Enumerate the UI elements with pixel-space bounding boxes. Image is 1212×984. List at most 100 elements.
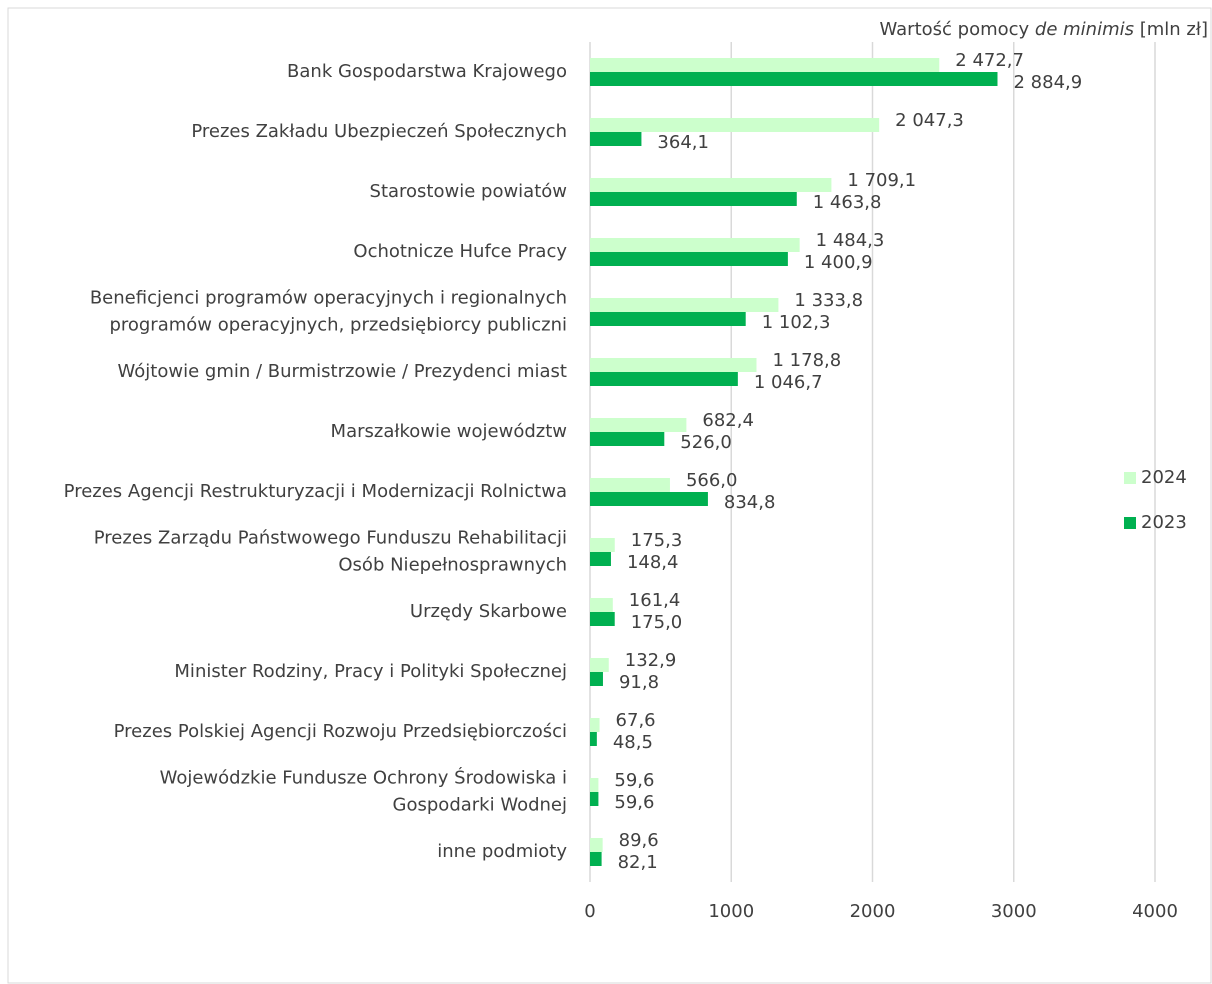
bar bbox=[590, 672, 603, 686]
bar bbox=[590, 372, 738, 386]
y-tick-label: Prezes Agencji Restrukturyzacji i Modern… bbox=[64, 481, 567, 502]
bar bbox=[590, 132, 642, 146]
y-tick-label-line: Urzędy Skarbowe bbox=[410, 601, 567, 622]
bar bbox=[590, 312, 746, 326]
bar bbox=[590, 478, 670, 492]
data-label: 2 884,9 bbox=[1013, 72, 1082, 93]
y-tick-label-line: Ochotnicze Hufce Pracy bbox=[353, 241, 567, 262]
y-tick-label: Wójtowie gmin / Burmistrzowie / Prezyden… bbox=[118, 361, 567, 382]
y-tick-label-line: Minister Rodziny, Pracy i Polityki Społe… bbox=[174, 661, 567, 682]
bar bbox=[590, 778, 599, 792]
y-tick-label-line: programów operacyjnych, przedsiębiorcy p… bbox=[109, 315, 567, 336]
y-tick-label-line: Wójtowie gmin / Burmistrzowie / Prezyden… bbox=[118, 361, 567, 382]
data-label: 91,8 bbox=[619, 672, 659, 693]
y-tick-label: Wojewódzkie Fundusze Ochrony Środowiska … bbox=[160, 767, 567, 816]
bar bbox=[590, 732, 597, 746]
bar bbox=[590, 492, 708, 506]
bar bbox=[590, 192, 797, 206]
bar bbox=[590, 838, 603, 852]
data-label: 89,6 bbox=[619, 830, 659, 851]
data-label: 161,4 bbox=[629, 590, 681, 611]
x-tick-label: 0 bbox=[584, 901, 595, 922]
data-label: 59,6 bbox=[614, 792, 654, 813]
bar bbox=[590, 118, 880, 132]
data-label: 566,0 bbox=[686, 470, 738, 491]
data-label: 1 400,9 bbox=[804, 252, 873, 273]
y-tick-label-line: Wojewódzkie Fundusze Ochrony Środowiska … bbox=[160, 767, 567, 789]
data-label: 2 472,7 bbox=[955, 50, 1024, 71]
bar bbox=[590, 298, 779, 312]
axis-label-part: Wartość pomocy bbox=[880, 19, 1035, 40]
y-tick-label: Marszałkowie województw bbox=[331, 421, 567, 442]
y-tick-label: Minister Rodziny, Pracy i Polityki Społe… bbox=[174, 661, 567, 682]
bar bbox=[590, 432, 665, 446]
bar bbox=[590, 598, 613, 612]
y-tick-label: Bank Gospodarstwa Krajowego bbox=[287, 61, 567, 82]
x-tick-label: 3000 bbox=[991, 901, 1037, 922]
data-label: 682,4 bbox=[702, 410, 754, 431]
data-label: 1 463,8 bbox=[813, 192, 882, 213]
y-tick-label-line: Starostowie powiatów bbox=[370, 181, 567, 202]
y-tick-label-line: Prezes Zarządu Państwowego Funduszu Reha… bbox=[94, 528, 567, 549]
y-tick-label: Prezes Zakładu Ubezpieczeń Społecznych bbox=[191, 121, 567, 142]
bar bbox=[590, 72, 998, 86]
bar bbox=[590, 58, 940, 72]
bar bbox=[590, 612, 615, 626]
data-label: 1 709,1 bbox=[847, 170, 916, 191]
legend-label: 2023 bbox=[1141, 512, 1187, 533]
bar bbox=[590, 178, 832, 192]
data-label: 59,6 bbox=[614, 770, 654, 791]
legend-swatch bbox=[1124, 472, 1136, 484]
y-tick-label-line: Gospodarki Wodnej bbox=[393, 795, 567, 816]
y-tick-label-line: Prezes Agencji Restrukturyzacji i Modern… bbox=[64, 481, 567, 502]
x-tick-label: 2000 bbox=[850, 901, 896, 922]
data-label: 2 047,3 bbox=[895, 110, 964, 131]
y-tick-label-line: Beneficjenci programów operacyjnych i re… bbox=[90, 288, 567, 309]
y-tick-label: Ochotnicze Hufce Pracy bbox=[353, 241, 567, 262]
bar bbox=[590, 718, 600, 732]
legend-label: 2024 bbox=[1141, 467, 1187, 488]
y-tick-label-line: Osób Niepełnosprawnych bbox=[338, 555, 567, 576]
y-tick-label-line: Prezes Zakładu Ubezpieczeń Społecznych bbox=[191, 121, 567, 142]
y-tick-label-line: Prezes Polskiej Agencji Rozwoju Przedsię… bbox=[114, 721, 567, 742]
y-tick-label-line: Bank Gospodarstwa Krajowego bbox=[287, 61, 567, 82]
axis-label: Wartość pomocy de minimis [mln zł] bbox=[880, 19, 1209, 40]
bar bbox=[590, 658, 609, 672]
data-label: 82,1 bbox=[618, 852, 658, 873]
data-label: 834,8 bbox=[724, 492, 776, 513]
x-tick-label: 1000 bbox=[708, 901, 754, 922]
data-label: 364,1 bbox=[657, 132, 709, 153]
y-tick-label: Prezes Polskiej Agencji Rozwoju Przedsię… bbox=[114, 721, 567, 742]
data-label: 1 102,3 bbox=[762, 312, 831, 333]
data-label: 175,0 bbox=[631, 612, 683, 633]
data-label: 48,5 bbox=[613, 732, 653, 753]
bar bbox=[590, 792, 599, 806]
bar bbox=[590, 252, 788, 266]
y-tick-label: Prezes Zarządu Państwowego Funduszu Reha… bbox=[94, 528, 567, 576]
y-tick-label-line: inne podmioty bbox=[437, 841, 567, 862]
bar bbox=[590, 852, 602, 866]
y-tick-label: Beneficjenci programów operacyjnych i re… bbox=[90, 288, 567, 336]
y-tick-label: Urzędy Skarbowe bbox=[410, 601, 567, 622]
data-label: 526,0 bbox=[680, 432, 732, 453]
data-label: 1 046,7 bbox=[754, 372, 823, 393]
data-label: 1 333,8 bbox=[794, 290, 863, 311]
data-label: 175,3 bbox=[631, 530, 683, 551]
bar bbox=[590, 358, 757, 372]
bar bbox=[590, 552, 611, 566]
data-label: 148,4 bbox=[627, 552, 679, 573]
data-label: 67,6 bbox=[616, 710, 656, 731]
bar bbox=[590, 418, 687, 432]
bar bbox=[590, 238, 800, 252]
bar bbox=[590, 538, 615, 552]
axis-label-part: de minimis bbox=[1035, 19, 1134, 40]
axis-label-part: [mln zł] bbox=[1134, 19, 1208, 40]
data-label: 1 178,8 bbox=[773, 350, 842, 371]
y-tick-label: Starostowie powiatów bbox=[370, 181, 567, 202]
y-tick-label-line: Marszałkowie województw bbox=[331, 421, 567, 442]
x-tick-label: 4000 bbox=[1132, 901, 1178, 922]
data-label: 132,9 bbox=[625, 650, 677, 671]
y-tick-label: inne podmioty bbox=[437, 841, 567, 862]
legend-swatch bbox=[1124, 517, 1136, 529]
